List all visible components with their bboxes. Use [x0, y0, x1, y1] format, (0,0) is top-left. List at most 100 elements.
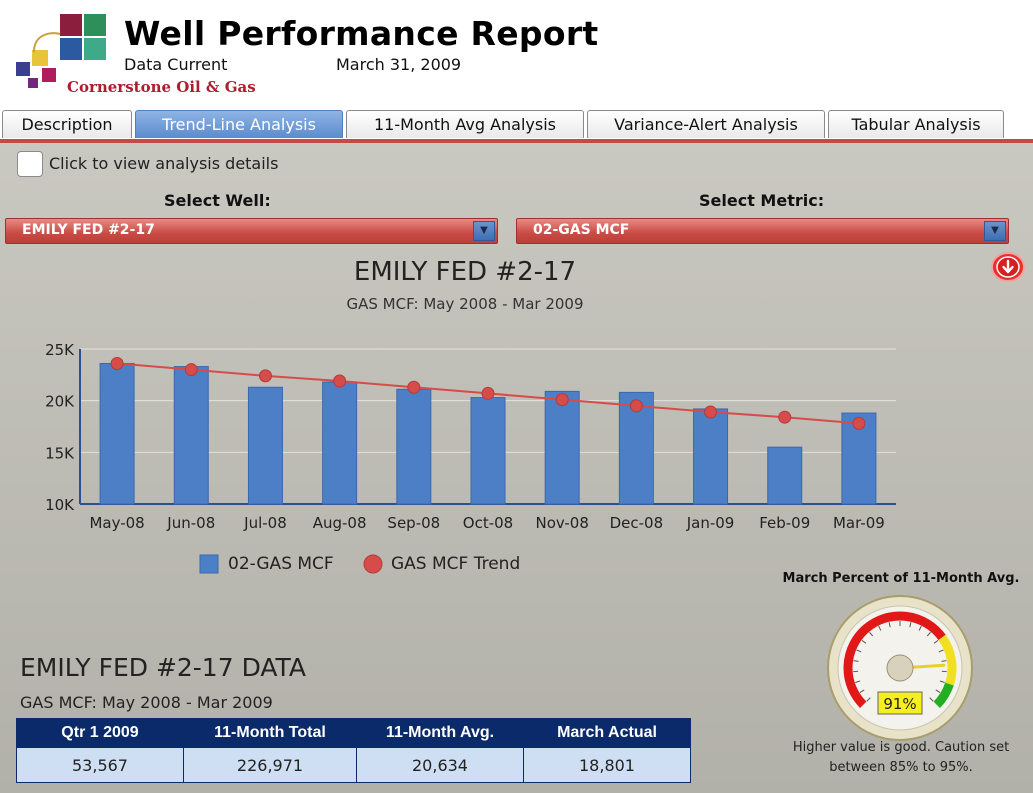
y-tick-label: 25K: [45, 341, 75, 359]
gauge-band-good: [933, 682, 954, 708]
well-dropdown-arrow-icon[interactable]: ▼: [473, 221, 495, 241]
gauge-title: March Percent of 11-Month Avg.: [782, 571, 1020, 586]
legend-swatch-trend: [363, 554, 383, 574]
trend-point: [184, 363, 198, 377]
trend-point: [778, 410, 792, 424]
summary-value-avg: 20,634: [356, 747, 524, 783]
x-tick-label: Dec-08: [610, 514, 664, 532]
bar: [767, 446, 803, 505]
tab-trend-line-analysis[interactable]: Trend-Line Analysis: [135, 110, 343, 138]
well-select[interactable]: EMILY FED #2-17 ▼: [5, 218, 498, 244]
gauge-value-label: 91%: [883, 695, 916, 713]
select-metric-label: Select Metric:: [699, 191, 825, 210]
metric-dropdown-arrow-icon[interactable]: ▼: [984, 221, 1006, 241]
gauge-tick: [859, 689, 865, 693]
legend-label-trend: GAS MCF Trend: [391, 554, 520, 574]
trend-point: [481, 386, 495, 400]
gauge-tick: [878, 625, 882, 631]
x-tick-label: Jun-08: [166, 514, 215, 532]
gauge-tick: [866, 697, 871, 702]
gauge-tick: [933, 639, 939, 644]
legend-swatch-bar: [199, 554, 219, 574]
trend-point: [704, 405, 718, 419]
x-tick-label: Oct-08: [463, 514, 513, 532]
tab-description[interactable]: Description: [2, 110, 132, 138]
trend-point: [407, 380, 421, 394]
summary-table: Qtr 1 2009 11-Month Total 11-Month Avg. …: [16, 718, 691, 783]
gauge-value-box: [877, 691, 923, 715]
x-tick-label: Feb-09: [759, 514, 810, 532]
gauge-tick: [856, 649, 862, 653]
down-arrow-circle-icon[interactable]: [991, 252, 1025, 282]
gauge-band-low: [843, 611, 946, 708]
gauge-tick: [935, 689, 941, 693]
trend-point: [333, 374, 347, 388]
report-title: Well Performance Report: [124, 14, 599, 53]
summary-header-total: 11-Month Total: [183, 718, 357, 748]
bar: [470, 397, 506, 505]
summary-value-qtr: 53,567: [16, 747, 184, 783]
gauge-tick: [855, 680, 861, 683]
summary-header-avg: 11-Month Avg.: [356, 718, 524, 748]
gauge-band-caution: [938, 634, 957, 686]
bar: [322, 381, 358, 505]
summary-value-actual: 18,801: [523, 747, 691, 783]
select-well-label: Select Well:: [164, 191, 271, 210]
tab-variance-alert-analysis[interactable]: Variance-Alert Analysis: [587, 110, 825, 138]
chart-subtitle: GAS MCF: May 2008 - Mar 2009: [346, 295, 584, 313]
bar: [247, 386, 283, 505]
company-name: Cornerstone Oil & Gas: [67, 78, 256, 96]
y-tick-label: 15K: [45, 444, 75, 462]
x-tick-label: Aug-08: [313, 514, 367, 532]
x-tick-label: Jul-08: [243, 514, 287, 532]
report-header: Well Performance Report Data Current Mar…: [0, 0, 1033, 110]
gauge-tick: [938, 649, 944, 653]
bar: [544, 390, 580, 505]
summary-header-actual: March Actual: [523, 718, 691, 748]
gauge-tick: [888, 622, 891, 628]
gauge-tick: [939, 680, 945, 683]
legend-label-bar: 02-GAS MCF: [228, 554, 334, 574]
x-tick-label: Jan-09: [686, 514, 735, 532]
tab-underline: [0, 139, 1033, 143]
trend-point: [629, 399, 643, 413]
tab-bar: Description Trend-Line Analysis 11-Month…: [0, 110, 1033, 140]
gauge-tick: [853, 660, 859, 662]
bar: [99, 362, 135, 505]
summary-header-row: Qtr 1 2009 11-Month Total 11-Month Avg. …: [16, 718, 691, 748]
gauge-tick: [861, 639, 867, 644]
gauge-hub: [886, 654, 914, 682]
data-current-date: March 31, 2009: [336, 55, 462, 74]
x-tick-label: Mar-09: [833, 514, 885, 532]
x-tick-label: Nov-08: [535, 514, 588, 532]
gauge-tick: [926, 631, 931, 637]
metric-select[interactable]: 02-GAS MCF ▼: [516, 218, 1009, 244]
tab-11-month-avg-analysis[interactable]: 11-Month Avg Analysis: [346, 110, 584, 138]
gauge-tick: [918, 625, 922, 631]
data-section-title: EMILY FED #2-17 DATA: [20, 653, 306, 682]
x-tick-label: May-08: [89, 514, 144, 532]
trend-point: [852, 416, 866, 430]
gauge-tick: [929, 697, 934, 702]
percent-gauge: 91%: [827, 595, 973, 741]
company-logo: [16, 14, 106, 88]
metric-select-value: 02-GAS MCF: [533, 222, 630, 238]
chart-title: EMILY FED #2-17: [353, 257, 577, 287]
summary-value-total: 226,971: [183, 747, 357, 783]
bar: [173, 366, 209, 505]
gauge-tick: [909, 622, 912, 628]
analysis-details-checkbox[interactable]: [17, 151, 43, 177]
trend-chart: 10K 15K 20K 25K May-08 Jun-08 Jul-08 Aug-08 Sep-…: [45, 341, 896, 574]
summary-value-row: 53,567 226,971 20,634 18,801: [16, 747, 691, 783]
gauge-tick: [869, 631, 874, 637]
gauge-tick: [941, 660, 947, 662]
y-tick-label: 10K: [45, 496, 75, 514]
tab-tabular-analysis[interactable]: Tabular Analysis: [828, 110, 1004, 138]
trend-point: [555, 393, 569, 407]
gauge-note: Higher value is good. Caution set betwee…: [792, 740, 1010, 775]
summary-header-qtr: Qtr 1 2009: [16, 718, 184, 748]
well-select-value: EMILY FED #2-17: [22, 222, 155, 238]
trend-point: [258, 369, 272, 383]
data-section-subtitle: GAS MCF: May 2008 - Mar 2009: [20, 693, 273, 712]
analysis-details-label: Click to view analysis details: [49, 154, 279, 173]
